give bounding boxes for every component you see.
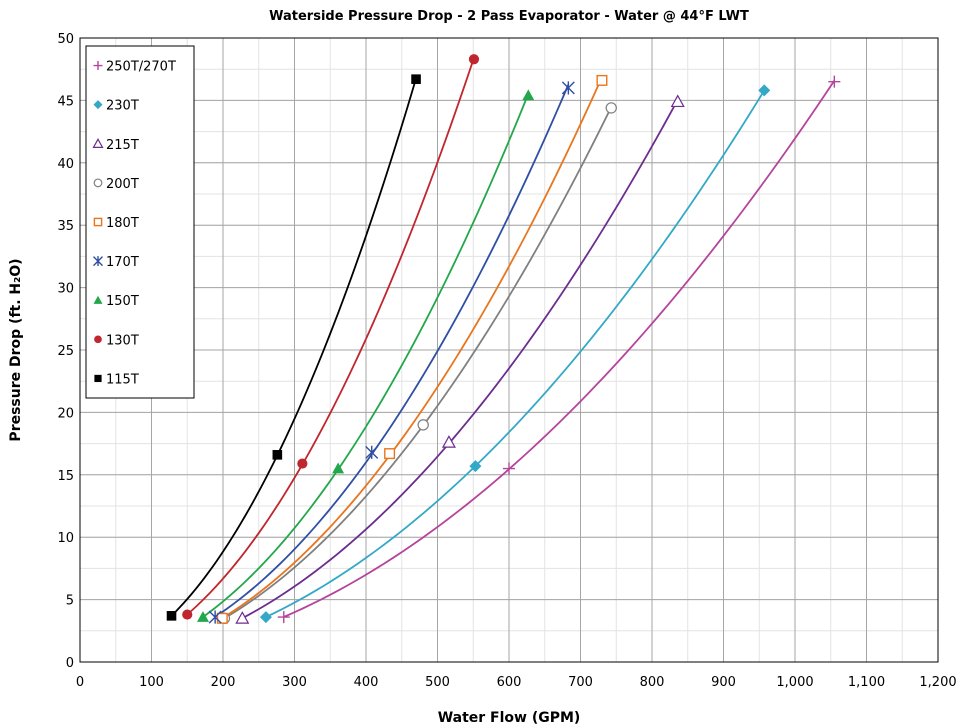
- x-tick-label: 300: [282, 675, 307, 690]
- y-tick-label: 5: [66, 594, 74, 609]
- x-tick-label: 400: [354, 675, 379, 690]
- x-tick-label: 600: [497, 675, 522, 690]
- series-lines: [170, 57, 836, 620]
- data-point: [216, 612, 228, 624]
- x-axis-tick-labels: 0 100 200 300 400 500 600 700 800 900 1,000 1,100 1,…: [76, 675, 957, 690]
- data-point: [522, 89, 535, 101]
- legend-label: 215T: [106, 138, 139, 153]
- y-tick-label: 25: [57, 344, 74, 359]
- series-line-215t: [241, 99, 679, 620]
- series-line-170t: [214, 84, 570, 618]
- series-line-200t: [223, 106, 613, 620]
- legend-marker: [93, 217, 103, 227]
- data-point: [468, 54, 480, 65]
- x-tick-label: 500: [425, 675, 450, 690]
- y-tick-label: 10: [57, 531, 74, 546]
- legend-marker: [92, 138, 104, 148]
- data-point: [235, 611, 250, 624]
- data-point: [259, 611, 272, 624]
- data-point: [561, 81, 575, 95]
- data-point: [670, 94, 685, 108]
- legend-marker: [93, 256, 103, 267]
- data-point: [166, 611, 177, 621]
- data-point: [828, 75, 841, 88]
- x-tick-label: 1,200: [919, 675, 956, 690]
- series-line-150t: [202, 93, 530, 618]
- data-point: [297, 458, 308, 469]
- x-tick-label: 200: [211, 675, 236, 690]
- y-tick-label: 0: [66, 656, 74, 671]
- x-tick-label: 900: [711, 675, 736, 690]
- y-axis-title: Pressure Drop (ft. H₂O): [8, 258, 24, 441]
- x-tick-label: 800: [640, 675, 665, 690]
- x-tick-label: 1,100: [848, 675, 885, 690]
- y-tick-label: 30: [57, 282, 74, 297]
- data-point: [196, 611, 209, 622]
- data-point: [365, 445, 379, 459]
- series-line-230t: [265, 89, 766, 618]
- y-tick-label: 35: [57, 219, 74, 234]
- legend-label: 180T: [106, 216, 139, 231]
- data-point: [182, 609, 193, 620]
- y-tick-label: 20: [57, 406, 74, 421]
- plot-area-frame: [79, 37, 939, 663]
- x-axis-title: Water Flow (GPM): [438, 710, 581, 726]
- x-tick-label: 0: [76, 675, 84, 690]
- y-tick-label: 45: [57, 94, 74, 109]
- data-point: [605, 102, 617, 114]
- legend-marker: [93, 61, 103, 71]
- x-tick-label: 100: [139, 675, 164, 690]
- series-line-130t: [186, 57, 475, 616]
- y-axis-tick-labels: 0 5 10 15 20 25 30 35 40 45 50: [57, 32, 74, 671]
- data-point: [417, 419, 429, 431]
- legend-marker: [94, 335, 102, 344]
- x-tick-label: 1,000: [776, 675, 813, 690]
- legend-label: 150T: [106, 294, 139, 309]
- series-markers: [166, 54, 841, 625]
- legend-marker: [93, 178, 103, 188]
- legend-label: 230T: [106, 99, 139, 114]
- data-point: [503, 462, 515, 475]
- data-point: [277, 611, 290, 624]
- series-line-250t-270t: [283, 80, 836, 618]
- legend-label: 115T: [106, 372, 139, 387]
- legend-label: 250T/270T: [106, 60, 176, 75]
- data-point: [441, 435, 456, 448]
- legend-box: [85, 45, 195, 399]
- legend: 250T/270T 230T 215T 200T 180T 170T 150T 130T 115…: [85, 45, 195, 399]
- y-tick-label: 15: [57, 469, 74, 484]
- data-point: [469, 460, 482, 473]
- legend-marker: [93, 100, 103, 110]
- data-point: [384, 448, 396, 460]
- data-point: [596, 74, 608, 86]
- data-point: [411, 74, 421, 84]
- legend-marker: [93, 295, 103, 304]
- legend-label: 170T: [106, 255, 139, 270]
- legend-marker: [94, 374, 102, 383]
- legend-label: 130T: [106, 333, 139, 348]
- legend-label: 200T: [106, 177, 139, 192]
- data-point: [332, 462, 345, 474]
- series-line-115t: [170, 78, 417, 617]
- series-line-180t: [221, 76, 603, 619]
- y-tick-label: 40: [57, 157, 74, 172]
- y-tick-label: 50: [57, 32, 74, 47]
- data-point: [208, 610, 222, 624]
- data-point: [272, 450, 283, 460]
- data-point: [758, 84, 771, 97]
- chart-title: Waterside Pressure Drop - 2 Pass Evapora…: [269, 9, 749, 24]
- x-tick-label: 700: [568, 675, 593, 690]
